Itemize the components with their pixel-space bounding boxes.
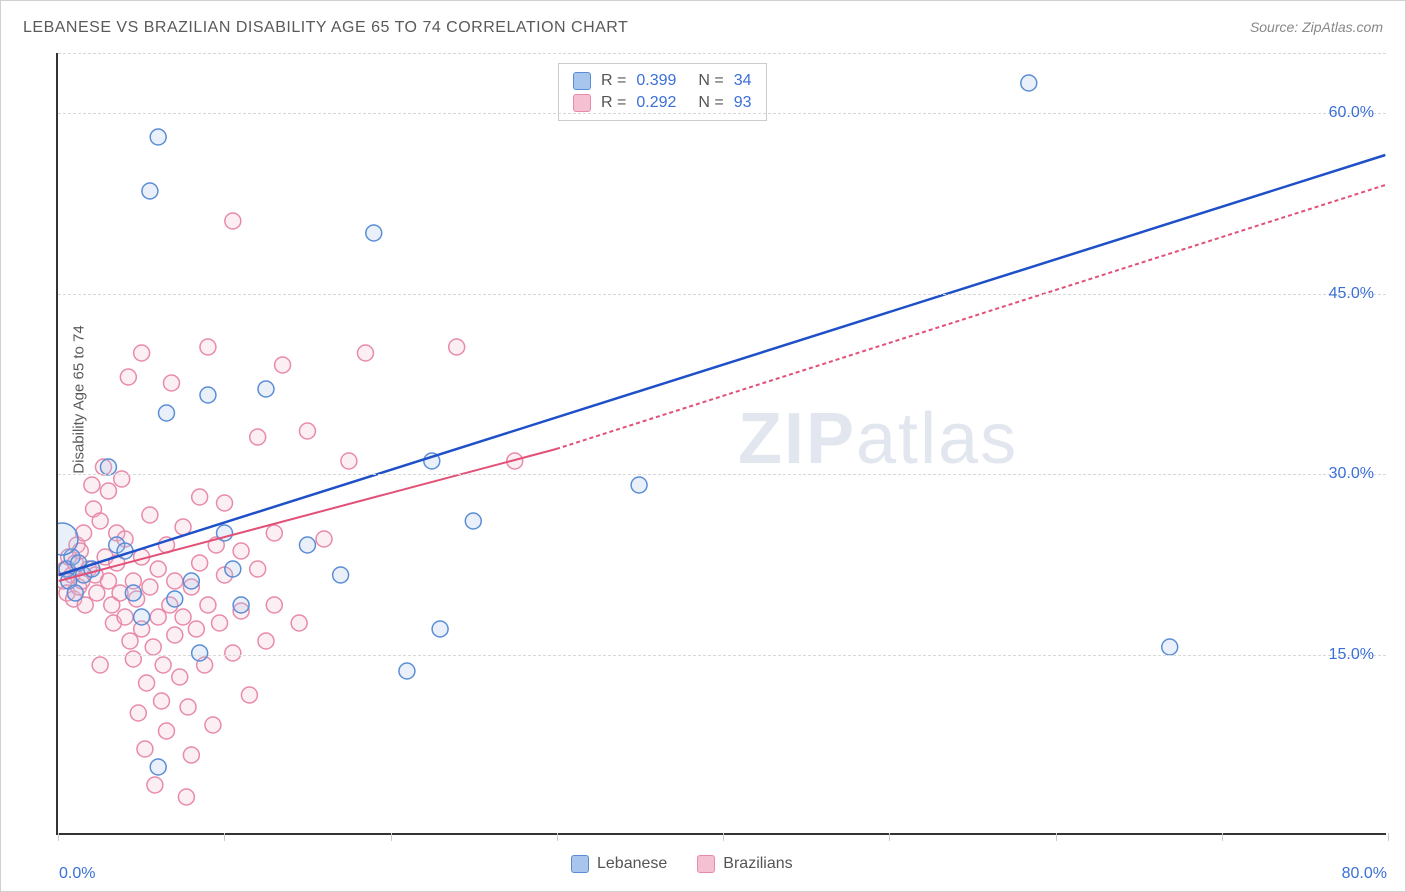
x-tick [224, 833, 225, 841]
y-tick-label: 45.0% [1329, 285, 1374, 303]
stat-n-value-1: 93 [734, 94, 752, 112]
y-tick-label: 15.0% [1329, 646, 1374, 664]
stat-r-label-0: R = [601, 72, 626, 90]
x-tick [58, 833, 59, 841]
x-axis-min-label: 0.0% [59, 865, 95, 883]
stat-r-value-1: 0.292 [636, 94, 676, 112]
x-tick [723, 833, 724, 841]
stat-r-label-1: R = [601, 94, 626, 112]
gridline [58, 113, 1386, 114]
legend-item-lebanese: Lebanese [571, 855, 667, 873]
legend-item-brazilians: Brazilians [697, 855, 792, 873]
stats-row-brazilians: R = 0.292 N = 93 [573, 92, 752, 114]
legend-label-lebanese: Lebanese [597, 855, 667, 873]
y-tick-label: 60.0% [1329, 104, 1374, 122]
gridline [58, 655, 1386, 656]
chart-title: LEBANESE VS BRAZILIAN DISABILITY AGE 65 … [23, 19, 628, 37]
y-tick-label: 30.0% [1329, 465, 1374, 483]
plot-svg [58, 53, 1386, 833]
stat-n-label-0: N = [698, 72, 723, 90]
chart-container: LEBANESE VS BRAZILIAN DISABILITY AGE 65 … [0, 0, 1406, 892]
plot-area: R = 0.399 N = 34 R = 0.292 N = 93 ZIPatl… [56, 53, 1386, 835]
x-tick [557, 833, 558, 841]
x-axis-max-label: 80.0% [1342, 865, 1387, 883]
swatch-lebanese [573, 72, 591, 90]
stats-row-lebanese: R = 0.399 N = 34 [573, 70, 752, 92]
stat-n-label-1: N = [698, 94, 723, 112]
x-tick [1056, 833, 1057, 841]
x-tick [1222, 833, 1223, 841]
gridline [58, 294, 1386, 295]
legend-label-brazilians: Brazilians [723, 855, 792, 873]
bottom-legend: Lebanese Brazilians [571, 855, 793, 873]
x-tick [391, 833, 392, 841]
legend-swatch-lebanese [571, 855, 589, 873]
stat-r-value-0: 0.399 [636, 72, 676, 90]
gridline [58, 53, 1386, 54]
legend-swatch-brazilians [697, 855, 715, 873]
x-tick [889, 833, 890, 841]
swatch-brazilians [573, 94, 591, 112]
gridline [58, 474, 1386, 475]
source-label: Source: ZipAtlas.com [1250, 19, 1383, 35]
x-tick [1388, 833, 1389, 841]
stat-n-value-0: 34 [734, 72, 752, 90]
